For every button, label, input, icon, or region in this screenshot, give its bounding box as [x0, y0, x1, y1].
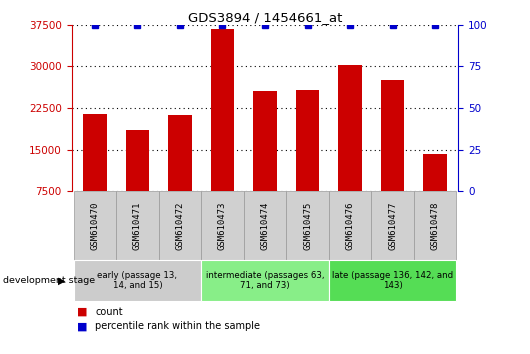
Text: GSM610471: GSM610471: [133, 201, 142, 250]
Bar: [74, 191, 116, 260]
Bar: [414, 191, 456, 260]
Bar: [211, 29, 234, 191]
Bar: [201, 260, 329, 301]
Bar: [338, 65, 361, 191]
Text: GSM610472: GSM610472: [175, 201, 184, 250]
Text: GSM610470: GSM610470: [91, 201, 100, 250]
Text: GSM610475: GSM610475: [303, 201, 312, 250]
Bar: [286, 191, 329, 260]
Bar: [83, 114, 107, 191]
Text: ■: ■: [77, 307, 87, 316]
Bar: [329, 191, 372, 260]
Bar: [116, 191, 158, 260]
Bar: [126, 130, 149, 191]
Bar: [158, 191, 201, 260]
Bar: [253, 91, 277, 191]
Text: late (passage 136, 142, and
143): late (passage 136, 142, and 143): [332, 271, 453, 290]
Text: GSM610474: GSM610474: [261, 201, 269, 250]
Text: ■: ■: [77, 321, 87, 331]
Bar: [74, 260, 201, 301]
Bar: [372, 191, 414, 260]
Text: GSM610477: GSM610477: [388, 201, 397, 250]
Bar: [381, 80, 404, 191]
Text: GSM610473: GSM610473: [218, 201, 227, 250]
Text: ▶: ▶: [58, 275, 66, 286]
Text: GSM610476: GSM610476: [346, 201, 355, 250]
Text: intermediate (passages 63,
71, and 73): intermediate (passages 63, 71, and 73): [206, 271, 324, 290]
Bar: [169, 115, 192, 191]
Text: GSM610478: GSM610478: [430, 201, 439, 250]
Bar: [423, 154, 447, 191]
Bar: [329, 260, 456, 301]
Bar: [201, 191, 244, 260]
Text: count: count: [95, 307, 123, 316]
Bar: [244, 191, 286, 260]
Bar: [296, 90, 319, 191]
Text: development stage: development stage: [3, 276, 95, 285]
Title: GDS3894 / 1454661_at: GDS3894 / 1454661_at: [188, 11, 342, 24]
Text: early (passage 13,
14, and 15): early (passage 13, 14, and 15): [98, 271, 178, 290]
Text: percentile rank within the sample: percentile rank within the sample: [95, 321, 260, 331]
